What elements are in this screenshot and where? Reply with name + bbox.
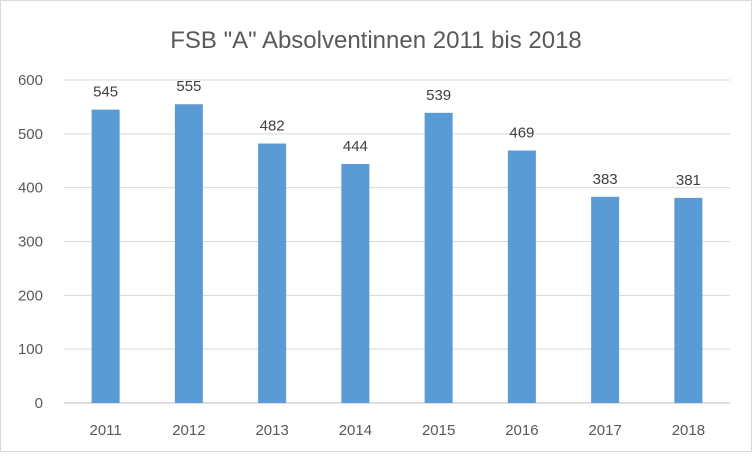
- data-label-2017: 383: [593, 171, 618, 188]
- bar-2014: [341, 163, 370, 403]
- y-tick-label: 400: [18, 180, 43, 197]
- bar-2012: [174, 104, 203, 403]
- data-label-2013: 482: [260, 118, 285, 135]
- chart-title: FSB "A" Absolventinnen 2011 bis 2018: [170, 27, 582, 54]
- bar-2017: [591, 196, 620, 403]
- y-axis: 0 100 200 300 400 500 600: [18, 72, 43, 412]
- x-tick-label-2012: 2012: [172, 422, 205, 439]
- x-tick-label-2015: 2015: [422, 422, 455, 439]
- data-labels: 545 555 482 444 539 469 383 381: [93, 78, 701, 189]
- y-tick-label: 600: [18, 72, 43, 89]
- x-tick-label-2013: 2013: [255, 422, 288, 439]
- y-tick-label: 500: [18, 126, 43, 143]
- bar-2011: [91, 109, 120, 403]
- x-tick-label-2018: 2018: [672, 422, 705, 439]
- y-tick-label: 200: [18, 287, 43, 304]
- bars: [91, 104, 703, 404]
- data-label-2011: 545: [93, 84, 118, 101]
- bar-2018: [674, 197, 703, 403]
- y-tick-label: 300: [18, 234, 43, 251]
- data-label-2015: 539: [426, 87, 451, 104]
- gridlines: [64, 79, 730, 404]
- y-tick-label: 100: [18, 341, 43, 358]
- data-label-2018: 381: [676, 172, 701, 189]
- data-label-2012: 555: [176, 78, 201, 95]
- data-label-2016: 469: [509, 125, 534, 142]
- bar-2016: [507, 150, 536, 403]
- x-tick-label-2017: 2017: [588, 422, 621, 439]
- bar-2015: [424, 112, 453, 404]
- bar-2013: [258, 143, 287, 404]
- x-tick-label-2016: 2016: [505, 422, 538, 439]
- x-tick-label-2014: 2014: [339, 422, 372, 439]
- x-tick-label-2011: 2011: [89, 422, 121, 439]
- x-axis: 2011 2012 2013 2014 2015 2016 2017 2018: [89, 422, 705, 439]
- y-tick-label: 0: [35, 395, 43, 412]
- data-label-2014: 444: [343, 138, 368, 155]
